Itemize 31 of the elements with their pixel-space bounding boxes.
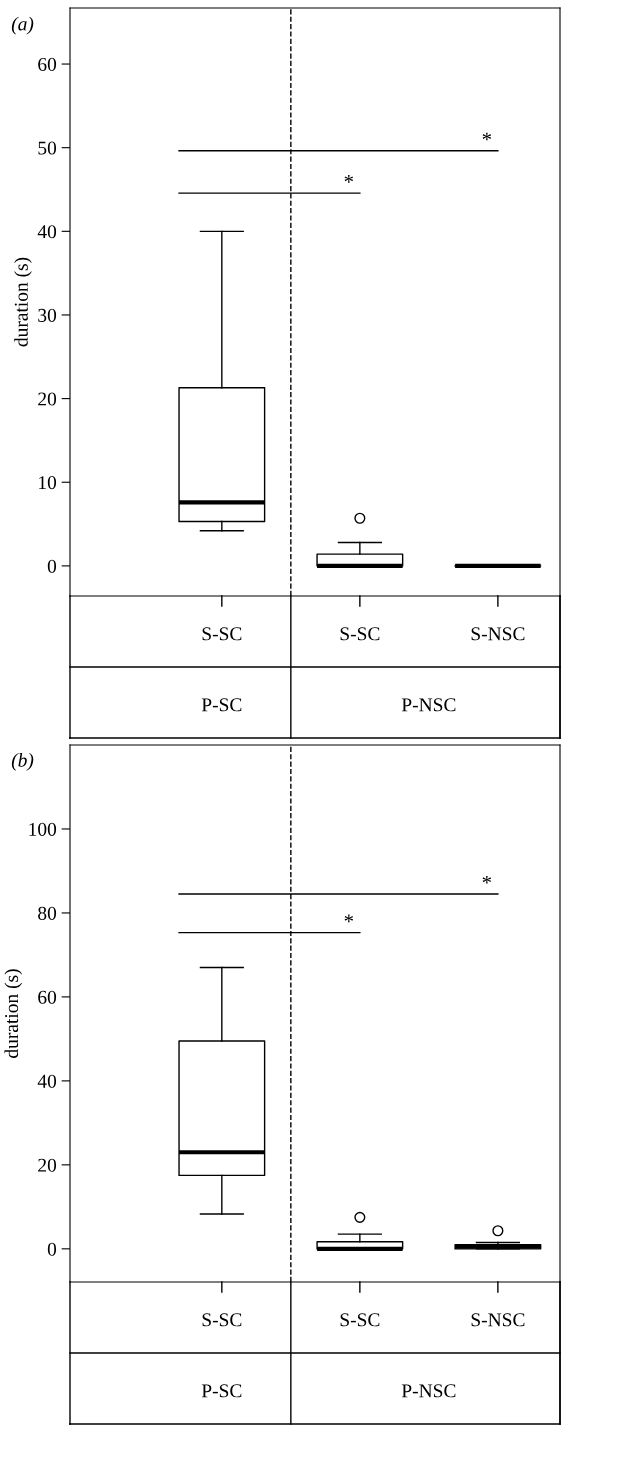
- x-tick-label: S-SC: [202, 1313, 242, 1327]
- x-tick-label: S-NSC: [471, 627, 525, 641]
- x-tick-label: S-SC: [202, 627, 242, 641]
- x-tick-label: S-SC: [340, 1313, 380, 1327]
- y-tick-label: 100: [29, 822, 57, 836]
- y-tick-label: 20: [38, 392, 57, 406]
- y-tick-label: 10: [39, 476, 57, 490]
- annotation: *: [344, 175, 354, 183]
- text: P-SC: [201, 698, 242, 712]
- annotation: *: [344, 914, 354, 923]
- x-tick-label: S-NSC: [471, 1313, 525, 1327]
- y-tick-label: 40: [37, 225, 57, 239]
- chart-title: (b): [11, 753, 34, 771]
- annotation: *: [482, 875, 492, 884]
- x-tick-label: S-SC: [340, 627, 380, 641]
- y-tick-label: 0: [47, 1242, 57, 1256]
- text: P-NSC: [401, 698, 456, 712]
- y-tick-label: 50: [38, 141, 57, 155]
- y-axis-title: duration (s): [4, 969, 23, 1058]
- y-tick-label: 0: [47, 559, 57, 573]
- chart-title: (a): [11, 16, 34, 35]
- y-tick-label: 30: [38, 308, 57, 322]
- y-tick-label: 60: [38, 57, 57, 71]
- y-tick-label: 40: [37, 1074, 57, 1088]
- text: P-NSC: [401, 1384, 456, 1398]
- y-tick-label: 60: [38, 990, 57, 1004]
- y-axis-title: duration (s): [14, 257, 32, 347]
- text: P-SC: [201, 1384, 242, 1398]
- y-tick-label: 20: [38, 1158, 57, 1172]
- y-tick-label: 80: [38, 906, 57, 920]
- annotation: *: [482, 132, 492, 141]
